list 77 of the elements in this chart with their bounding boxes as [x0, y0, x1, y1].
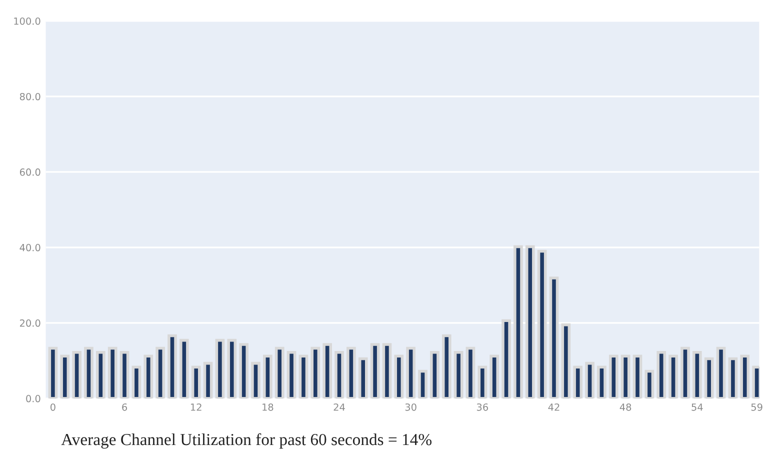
- bar: [120, 350, 130, 398]
- bar: [406, 346, 416, 398]
- bar: [585, 362, 594, 398]
- bar: [132, 366, 142, 398]
- bar: [334, 350, 344, 398]
- bar: [144, 354, 154, 398]
- x-tick-label: 12: [190, 403, 202, 411]
- x-tick-label: 36: [476, 403, 488, 411]
- bar: [632, 354, 642, 398]
- bar: [346, 346, 356, 398]
- text: Average Channel Utilization for past 60 seconds = 14%: [61, 433, 432, 449]
- bar: [466, 346, 476, 398]
- bar: [84, 346, 94, 398]
- bar: [549, 276, 559, 398]
- bar: [203, 362, 213, 398]
- bar: [239, 343, 248, 398]
- x-tick-label: 42: [548, 403, 560, 411]
- bar: [668, 354, 678, 398]
- bar: [442, 334, 452, 398]
- bar: [490, 354, 500, 398]
- bar: [418, 370, 428, 398]
- bar: [608, 354, 618, 398]
- bar: [561, 323, 571, 398]
- bar: [656, 350, 666, 398]
- bar: [358, 357, 368, 398]
- bar: [740, 354, 750, 398]
- bar: [251, 362, 260, 398]
- bar: [644, 370, 654, 398]
- bar: [370, 343, 380, 398]
- y-tick-label: 60.0: [20, 168, 40, 176]
- bar: [716, 346, 726, 398]
- bar: [382, 343, 392, 398]
- bar: [108, 346, 118, 398]
- bar: [597, 366, 606, 398]
- bar: [298, 354, 308, 398]
- x-tick-label: 24: [334, 403, 345, 411]
- bar: [191, 366, 201, 398]
- bar: [227, 338, 237, 398]
- bar: [704, 357, 714, 398]
- y-tick-label: 0.0: [26, 394, 40, 402]
- bar: [537, 250, 547, 398]
- bar: [274, 346, 284, 398]
- bar: [179, 338, 189, 398]
- x-tick-label: 59: [751, 403, 762, 411]
- y-tick-label: 80.0: [20, 92, 40, 100]
- y-tick-label: 100.0: [14, 17, 40, 25]
- bar: [310, 346, 320, 398]
- bar: [96, 350, 106, 398]
- bar: [48, 346, 58, 398]
- x-tick-label: 0: [50, 403, 56, 411]
- bar: [215, 338, 225, 398]
- bar: [692, 350, 702, 398]
- bar: [502, 319, 511, 398]
- y-tick-label: 40.0: [20, 244, 40, 252]
- y-tick-label: 20.0: [20, 319, 40, 327]
- bar: [680, 346, 690, 398]
- bar: [728, 357, 738, 398]
- bar: [168, 334, 177, 398]
- bar: [430, 350, 440, 398]
- bar: [620, 354, 630, 398]
- bar: [263, 354, 272, 398]
- bar: [514, 245, 523, 398]
- bar: [60, 354, 70, 398]
- bar: [72, 350, 82, 398]
- bar: [454, 350, 464, 398]
- x-tick-label: 6: [122, 403, 127, 411]
- x-tick-label: 30: [405, 403, 416, 411]
- bar: [478, 366, 488, 398]
- bar: [394, 354, 404, 398]
- x-tick-label: 48: [620, 403, 632, 411]
- bar: [573, 366, 583, 398]
- x-tick-label: 54: [692, 404, 703, 411]
- bar: [286, 350, 296, 398]
- bar: [156, 346, 165, 398]
- bar: [322, 343, 332, 398]
- bar: [525, 245, 535, 398]
- x-tick-label: 18: [262, 403, 274, 411]
